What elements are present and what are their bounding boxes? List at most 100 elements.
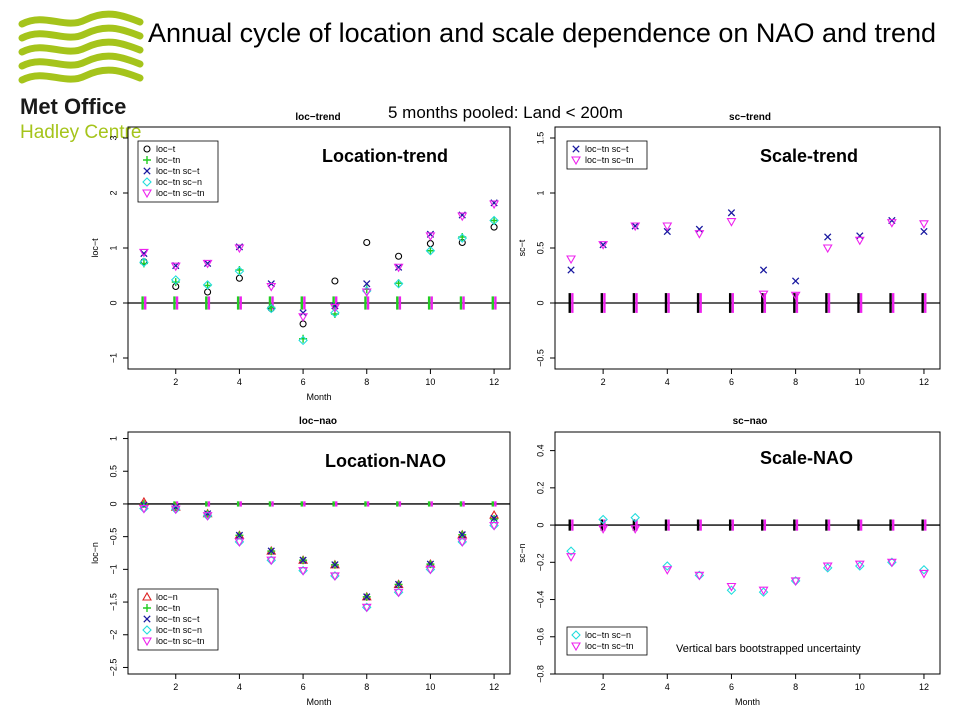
legend-entry: loc−tn sc−n [156, 177, 202, 187]
data-point [598, 525, 609, 534]
data-point [694, 230, 705, 239]
y-tick-label: −1 [108, 353, 118, 363]
data-point [790, 291, 801, 301]
y-axis-label: sc−n [517, 543, 527, 562]
data-point [695, 225, 704, 233]
data-point [489, 521, 500, 531]
x-tick-label: 6 [301, 377, 306, 387]
data-point [758, 587, 769, 597]
data-point [393, 588, 404, 598]
legend-box [566, 140, 648, 170]
slide-title: Annual cycle of location and scale depen… [148, 18, 937, 48]
data-point [329, 572, 340, 582]
legend-entry: loc−tn sc−t [585, 144, 629, 154]
data-point [331, 277, 339, 285]
data-point [886, 558, 897, 568]
data-point [204, 288, 212, 296]
y-tick-label: 1.5 [535, 132, 545, 145]
legend-marker [572, 145, 580, 153]
data-point [566, 255, 576, 265]
y-tick-label: 0 [535, 300, 545, 305]
data-point [662, 561, 673, 571]
x-tick-label: 10 [425, 682, 435, 692]
data-point [631, 222, 639, 230]
data-point [363, 238, 371, 247]
x-tick-label: 10 [425, 377, 435, 387]
x-tick-label: 4 [665, 377, 670, 387]
y-tick-label: 0 [108, 501, 118, 506]
y-tick-label: 1 [535, 190, 545, 195]
data-point [266, 556, 277, 566]
data-point [330, 308, 340, 318]
x-axis-label: Month [306, 697, 331, 707]
x-tick-label: 8 [793, 377, 798, 387]
x-tick-label: 12 [489, 682, 499, 692]
slide-subtitle: 5 months pooled: Land < 200m [388, 103, 623, 122]
legend-marker [143, 145, 151, 153]
data-point [394, 580, 403, 589]
x-tick-label: 4 [237, 682, 242, 692]
data-point [726, 218, 737, 227]
data-point [822, 563, 833, 573]
data-point [824, 233, 832, 241]
x-tick-label: 2 [601, 377, 606, 387]
uncertainty-note: Vertical bars bootstrapped uncertainty [676, 643, 861, 655]
data-point [140, 249, 148, 258]
data-point [727, 209, 736, 217]
data-point [235, 274, 243, 282]
data-point [598, 241, 609, 250]
legend-marker [143, 167, 151, 175]
data-point [758, 290, 769, 300]
y-tick-label: 3 [108, 135, 118, 140]
data-point [567, 266, 575, 274]
data-point [202, 512, 213, 521]
data-point [363, 280, 371, 288]
y-axis-label: loc−t [90, 238, 100, 258]
legend-entry: loc−t [156, 144, 176, 154]
data-point [267, 547, 275, 555]
data-point [266, 303, 277, 314]
legend-entry: loc−tn [156, 603, 180, 613]
legend-entry: loc−tn sc−t [156, 166, 200, 176]
data-point [598, 514, 608, 525]
data-point [490, 514, 498, 522]
legend-entry: loc−tn sc−tn [585, 155, 634, 165]
panel-title: sc−nao [733, 416, 768, 427]
x-tick-label: 8 [364, 377, 369, 387]
data-point [298, 567, 309, 576]
data-point [759, 266, 768, 274]
x-tick-label: 6 [729, 682, 734, 692]
data-point [202, 259, 213, 269]
legend-entry: loc−tn sc−n [156, 625, 202, 635]
y-tick-label: 1 [108, 436, 118, 441]
data-point [662, 566, 673, 575]
panel-big-label: Scale-trend [760, 146, 858, 166]
legend-box [137, 588, 219, 651]
logo-text-line2: Hadley Centre [20, 122, 141, 143]
data-point [457, 212, 468, 222]
data-point [394, 263, 403, 271]
legend-entry: loc−tn sc−t [156, 614, 200, 624]
y-tick-label: 0.2 [535, 482, 545, 495]
y-tick-label: 0 [108, 300, 118, 305]
data-point [919, 564, 929, 575]
met-office-logo: Met Office Hadley Centre [18, 10, 144, 143]
data-point [203, 259, 212, 268]
y-tick-label: 0.4 [535, 444, 545, 457]
y-tick-label: −2.5 [108, 659, 118, 677]
y-tick-label: −0.6 [535, 628, 545, 646]
y-tick-label: −0.5 [108, 528, 118, 546]
x-axis-label: Month [735, 697, 760, 707]
legend-entry: loc−tn sc−n [585, 630, 631, 640]
legend-box [137, 140, 219, 203]
data-point [394, 279, 403, 288]
data-point [630, 222, 641, 232]
sc-trend-panel: sc−trend Scale-trend 2 4 6 8 10 12 −0.5 0 0.5 1 1.5 s… [517, 112, 941, 387]
x-tick-label: 4 [237, 377, 242, 387]
y-tick-label: 0 [535, 523, 545, 528]
y-tick-label: −1 [108, 564, 118, 574]
data-point [170, 505, 181, 515]
data-point [361, 288, 372, 298]
